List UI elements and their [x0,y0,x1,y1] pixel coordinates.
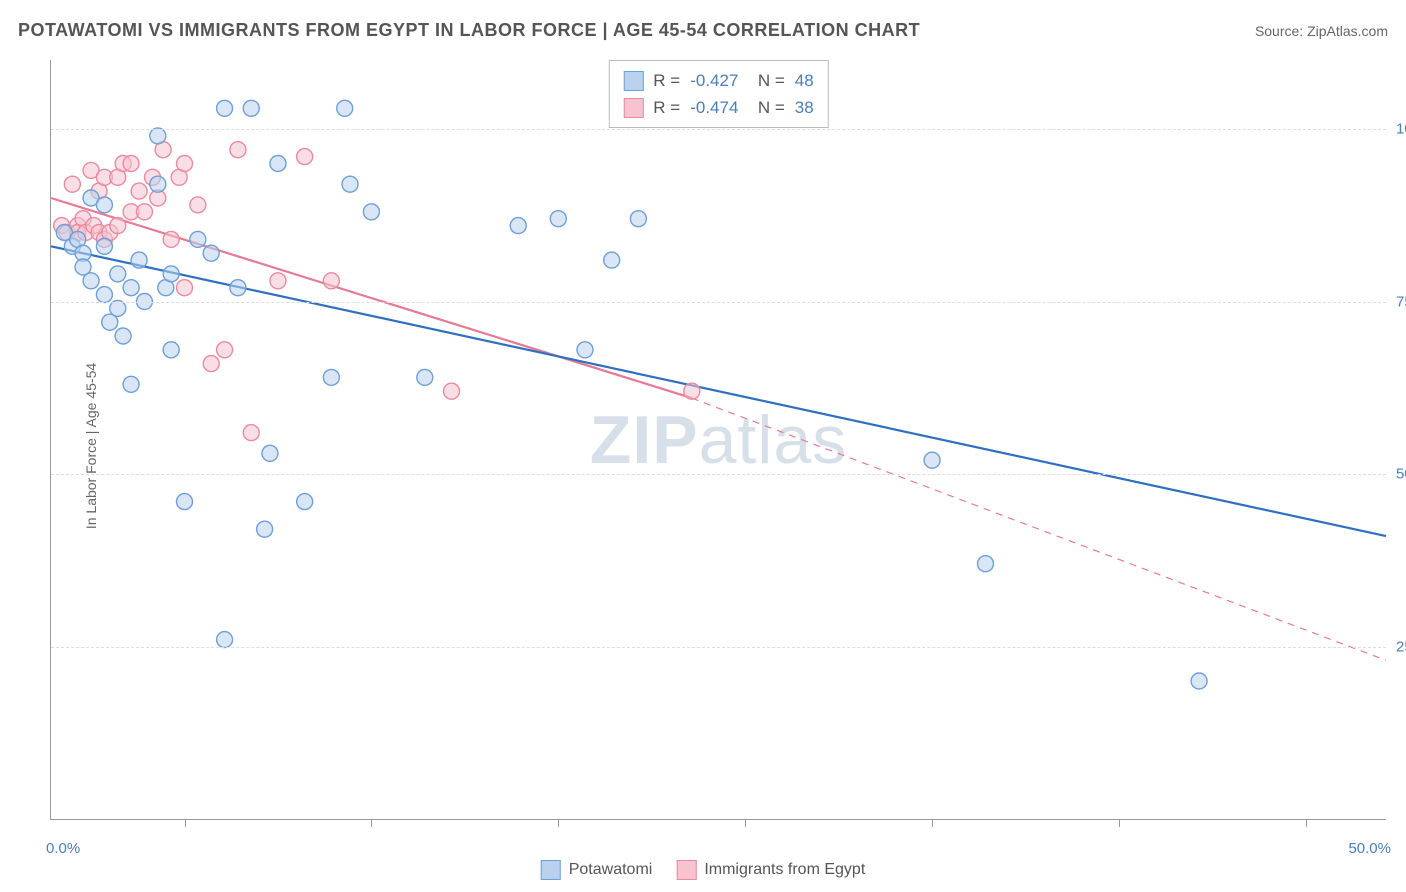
x-tick [1119,819,1120,827]
y-tick-label: 25.0% [1396,638,1406,655]
correlation-legend: R = -0.427 N = 48 R = -0.474 N = 38 [608,60,828,128]
legend-label: Immigrants from Egypt [704,861,865,879]
swatch-icon [541,860,561,880]
gridline [51,647,1386,648]
source-label: Source: ZipAtlas.com [1255,23,1388,39]
series-legend: Potawatomi Immigrants from Egypt [541,860,866,880]
n-value: 48 [795,67,814,94]
legend-item: Immigrants from Egypt [676,860,865,880]
swatch-icon [623,98,643,118]
plot-area: ZIPatlas R = -0.427 N = 48 R = -0.474 N … [50,60,1386,820]
page-title: POTAWATOMI VS IMMIGRANTS FROM EGYPT IN L… [18,20,920,41]
swatch-icon [623,71,643,91]
legend-row: R = -0.427 N = 48 [623,67,813,94]
header: POTAWATOMI VS IMMIGRANTS FROM EGYPT IN L… [18,20,1388,41]
n-label: N = [748,94,784,121]
n-value: 38 [795,94,814,121]
y-tick-label: 50.0% [1396,466,1406,483]
gridline [51,129,1386,130]
x-tick [558,819,559,827]
x-tick [371,819,372,827]
legend-label: Potawatomi [569,861,653,879]
r-label: R = [653,94,680,121]
y-tick-label: 75.0% [1396,293,1406,310]
r-value: -0.427 [690,67,738,94]
x-tick [1306,819,1307,827]
r-label: R = [653,67,680,94]
gridline [51,302,1386,303]
x-tick [932,819,933,827]
y-tick-label: 100.0% [1396,121,1406,138]
n-label: N = [748,67,784,94]
legend-item: Potawatomi [541,860,653,880]
x-tick [745,819,746,827]
x-tick-label: 50.0% [1348,840,1391,857]
swatch-icon [676,860,696,880]
x-tick-label: 0.0% [46,840,80,857]
gridline [51,474,1386,475]
chart-svg [51,60,1386,819]
x-tick [185,819,186,827]
r-value: -0.474 [690,94,738,121]
legend-row: R = -0.474 N = 38 [623,94,813,121]
